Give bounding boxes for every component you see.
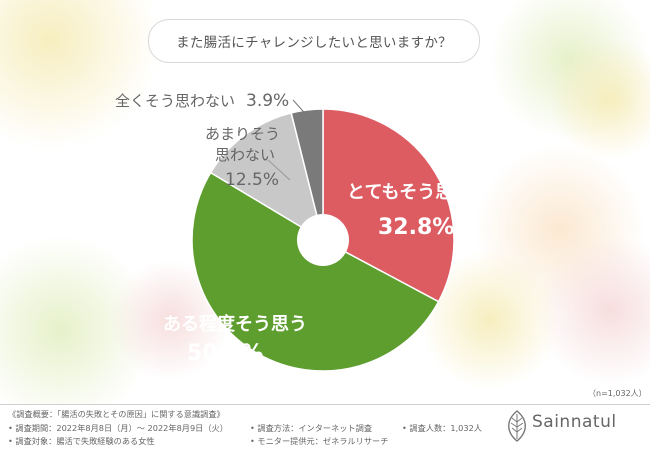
pie-slice-3 — [290, 108, 324, 241]
brand-name: Sainnatul — [532, 412, 617, 432]
label-not-much-line1: あまりそう — [205, 125, 280, 143]
value-not-at-all: 3.9% — [246, 91, 289, 111]
leader-line-not-at-all — [292, 99, 312, 121]
survey-footer: 《調査概要：「腸活の失敗とその原因」に関する意識調査》 • 調査期間：2022年… — [0, 404, 650, 451]
question-title: また腸活にチャレンジしたいと思いますか？ — [148, 19, 480, 63]
value-not-much: 12.5% — [225, 170, 279, 190]
survey-count: • 調査人数：1,032人 — [402, 423, 482, 433]
pie-slice-1 — [191, 171, 440, 372]
value-very: 32.8% — [378, 215, 454, 240]
donut-hole — [297, 214, 349, 266]
label-not-much-line2: 思わない — [215, 146, 275, 164]
survey-provider: • モニター提供元：ゼネラルリサーチ — [250, 436, 389, 446]
label-somewhat: ある程度そう思う — [163, 313, 307, 335]
leaf-logo-icon — [508, 410, 526, 442]
sample-size: （n=1,032人） — [588, 389, 647, 398]
leader-line-not-much — [267, 159, 291, 181]
survey-period: • 調査期間：2022年8月8日（月）～ 2022年8月9日（火） — [8, 423, 228, 433]
survey-method: • 調査方法：インターネット調査 — [250, 423, 373, 433]
label-very: とてもそう思う — [347, 182, 471, 203]
label-not-at-all: 全くそう思わない — [115, 92, 235, 110]
survey-target: • 調査対象：腸活で失敗経験のある女性 — [8, 436, 155, 446]
survey-overview: 《調査概要：「腸活の失敗とその原因」に関する意識調査》 — [8, 409, 225, 419]
pie-slice-2 — [209, 112, 325, 242]
brand-logo: Sainnatul — [500, 408, 650, 446]
value-somewhat: 50.8% — [187, 341, 263, 366]
pie-slice-0 — [322, 108, 455, 303]
